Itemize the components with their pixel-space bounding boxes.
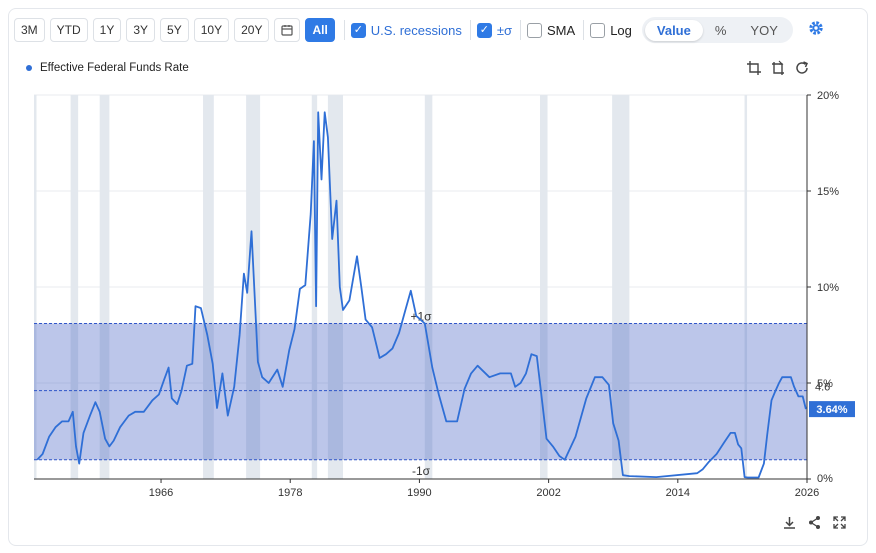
recessions-label: U.S. recessions [370, 22, 462, 38]
chart-tools [746, 60, 810, 76]
range-20y-button[interactable]: 20Y [234, 18, 270, 42]
range-5y-button[interactable]: 5Y [160, 18, 189, 42]
calendar-icon [281, 25, 294, 36]
checkbox-icon [527, 22, 543, 38]
range-ytd-button[interactable]: YTD [49, 18, 88, 42]
crop-alt-icon[interactable] [770, 60, 786, 76]
share-icon[interactable] [807, 515, 822, 530]
chart-legend: Effective Federal Funds Rate [26, 62, 189, 74]
range-all-button[interactable]: All [305, 18, 335, 42]
crop-icon[interactable] [746, 60, 762, 76]
log-label: Log [610, 22, 632, 38]
chart-actions [782, 515, 847, 530]
legend-marker [26, 65, 32, 71]
range-3y-button[interactable]: 3Y [126, 18, 156, 42]
mode-toggle: Value % YOY [641, 17, 793, 43]
mode-percent-button[interactable]: % [714, 22, 727, 38]
calendar-button[interactable] [274, 18, 301, 42]
recessions-checkbox[interactable]: ✓ U.S. recessions [350, 22, 462, 38]
toolbar-divider [583, 20, 585, 40]
mode-yoy-button[interactable]: YOY [750, 22, 778, 38]
toolbar-divider [520, 20, 522, 40]
toolbar: 3M YTD 1Y 3Y 5Y 10Y 20Y All ✓ U.S. reces… [14, 17, 825, 43]
mode-value-button[interactable]: Value [644, 19, 703, 41]
sma-label: SMA [547, 22, 576, 38]
sigma-checkbox[interactable]: ✓ ±σ [476, 22, 513, 38]
range-3m-button[interactable]: 3M [14, 18, 45, 42]
sma-checkbox[interactable]: SMA [527, 22, 576, 38]
check-icon: ✓ [476, 22, 492, 38]
toolbar-divider [343, 20, 345, 40]
download-icon[interactable] [782, 515, 797, 530]
check-icon: ✓ [350, 22, 366, 38]
range-1y-button[interactable]: 1Y [92, 18, 122, 42]
sigma-label: ±σ [496, 22, 513, 38]
chart-card [8, 8, 868, 546]
toolbar-divider [469, 20, 471, 40]
range-10y-button[interactable]: 10Y [193, 18, 230, 42]
log-checkbox[interactable]: Log [590, 22, 632, 38]
gear-icon[interactable] [807, 19, 825, 42]
checkbox-icon [590, 22, 606, 38]
expand-icon[interactable] [832, 515, 847, 530]
refresh-icon[interactable] [794, 60, 810, 76]
legend-series-label: Effective Federal Funds Rate [40, 62, 189, 74]
